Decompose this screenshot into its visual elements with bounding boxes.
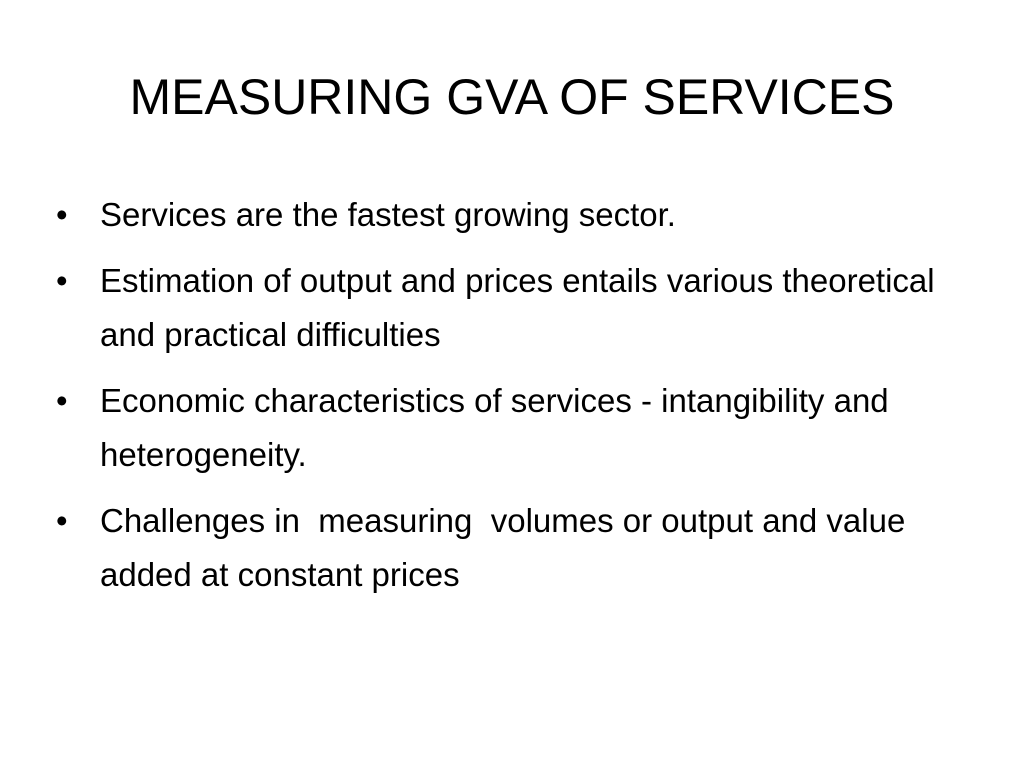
- bullet-icon: •: [56, 502, 68, 539]
- bullet-text: Economic characteristics of services - i…: [100, 382, 889, 473]
- bullet-item: • Services are the fastest growing sector…: [56, 188, 996, 242]
- bullet-icon: •: [56, 382, 68, 419]
- bullet-item: • Estimation of output and prices entails…: [56, 254, 996, 362]
- bullet-text: Challenges in measuring volumes or outpu…: [100, 502, 915, 593]
- bullet-item: • Economic characteristics of services - …: [56, 374, 996, 482]
- bullet-text: Estimation of output and prices entails …: [100, 262, 935, 353]
- bullet-icon: •: [56, 196, 68, 233]
- bullet-text: Services are the fastest growing sector.: [100, 196, 676, 233]
- bullet-item: • Challenges in measuring volumes or outp…: [56, 494, 996, 602]
- bullet-icon: •: [56, 262, 68, 299]
- bullet-list: • Services are the fastest growing sector…: [56, 188, 996, 614]
- slide-title: MEASURING GVA OF SERVICES: [129, 69, 895, 125]
